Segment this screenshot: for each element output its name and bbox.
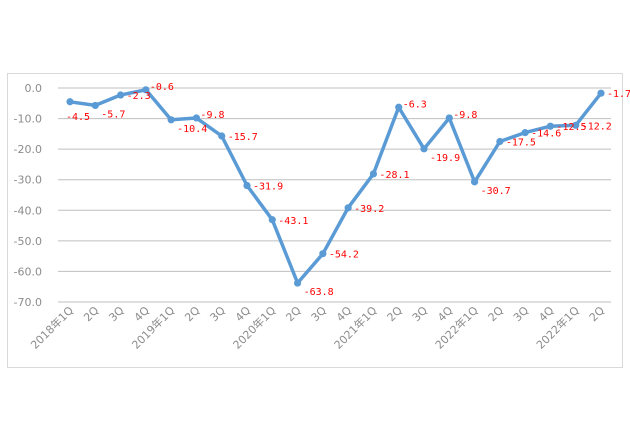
data-label: -4.5	[66, 112, 90, 123]
data-label: -15.7	[228, 132, 258, 143]
series-line	[69, 88, 603, 285]
x-tick-label: 2Q	[385, 304, 406, 325]
x-tick-label: 3Q	[208, 304, 229, 325]
x-tick-label: 2Q	[587, 304, 608, 325]
data-point	[395, 103, 403, 111]
x-tick-label: 2018年1Q	[28, 303, 77, 352]
data-label: -6.3	[403, 99, 427, 110]
data-point	[496, 137, 504, 146]
x-tick-label: 3Q	[309, 304, 330, 325]
data-point	[167, 116, 175, 124]
data-label: -31.9	[253, 182, 283, 193]
x-tick-label: 2Q	[486, 304, 507, 325]
data-point	[142, 86, 150, 94]
data-point	[319, 250, 327, 258]
data-label: -10.4	[177, 124, 207, 135]
x-tick-label: 2Q	[182, 304, 203, 325]
data-point	[293, 279, 302, 287]
data-point	[91, 101, 99, 110]
data-point	[597, 89, 605, 97]
data-label: -30.7	[481, 186, 511, 197]
data-label: -9.8	[200, 110, 224, 121]
data-point	[192, 114, 201, 122]
data-label: -43.1	[278, 216, 308, 227]
data-point	[344, 204, 352, 212]
y-tick-label: -10.0	[14, 113, 42, 126]
series-markers	[66, 86, 605, 287]
y-tick-label: -50.0	[14, 235, 42, 248]
data-point	[420, 145, 428, 153]
y-tick-label: -60.0	[14, 265, 42, 278]
gridlines	[58, 87, 611, 303]
x-tick-label: 4Q	[536, 304, 557, 325]
data-label: -14.6	[531, 129, 561, 140]
data-label: -5.7	[101, 109, 125, 120]
y-axis-tick-labels: 0.0 -10.0 -20.0 -30.0 -40.0 -50.0 -60.0 -70.0	[14, 82, 42, 309]
x-tick-label: 4Q	[334, 304, 355, 325]
chart-frame	[7, 73, 623, 368]
x-tick-label: 4Q	[132, 304, 153, 325]
data-label: -2.3	[127, 91, 151, 102]
data-point	[445, 114, 453, 122]
data-label: -9.8	[453, 110, 477, 121]
data-point	[243, 181, 251, 190]
data-label: -17.5	[506, 138, 536, 149]
x-tick-label: 2Q	[81, 304, 102, 325]
data-label: -19.9	[430, 153, 460, 164]
data-point	[521, 129, 529, 137]
y-tick-label: -40.0	[14, 204, 42, 217]
series-polyline	[69, 88, 603, 285]
data-point	[66, 98, 74, 106]
data-labels: -4.5 -5.7-2.3-0.6 -10.4 -9.8 -15.7 -31.9 -43.1…	[66, 82, 630, 298]
data-label: -28.1	[379, 170, 409, 181]
data-point	[546, 122, 555, 130]
x-tick-label: 3Q	[106, 304, 127, 325]
data-label: -0.6	[150, 82, 174, 93]
data-point	[369, 170, 378, 178]
data-label: -12.2	[582, 121, 612, 132]
x-tick-label: 3Q	[511, 304, 532, 325]
data-label: -12.5	[556, 122, 586, 133]
x-tick-label: 4Q	[435, 304, 456, 325]
y-tick-label: -20.0	[14, 143, 42, 156]
y-tick-label: 0.0	[25, 82, 43, 95]
data-label: -1.7	[607, 89, 630, 100]
data-label: -54.2	[329, 250, 359, 261]
data-point	[268, 216, 276, 224]
data-label: -39.2	[354, 204, 384, 215]
data-label: -63.8	[304, 287, 334, 298]
data-point	[470, 178, 479, 186]
y-tick-label: -70.0	[14, 296, 42, 309]
x-tick-label: 2Q	[283, 304, 304, 325]
x-tick-label: 4Q	[233, 304, 254, 325]
data-point	[218, 132, 226, 140]
x-tick-label: 3Q	[410, 304, 431, 325]
data-point	[572, 121, 580, 129]
y-tick-label: -30.0	[14, 174, 42, 187]
data-point	[116, 91, 125, 99]
